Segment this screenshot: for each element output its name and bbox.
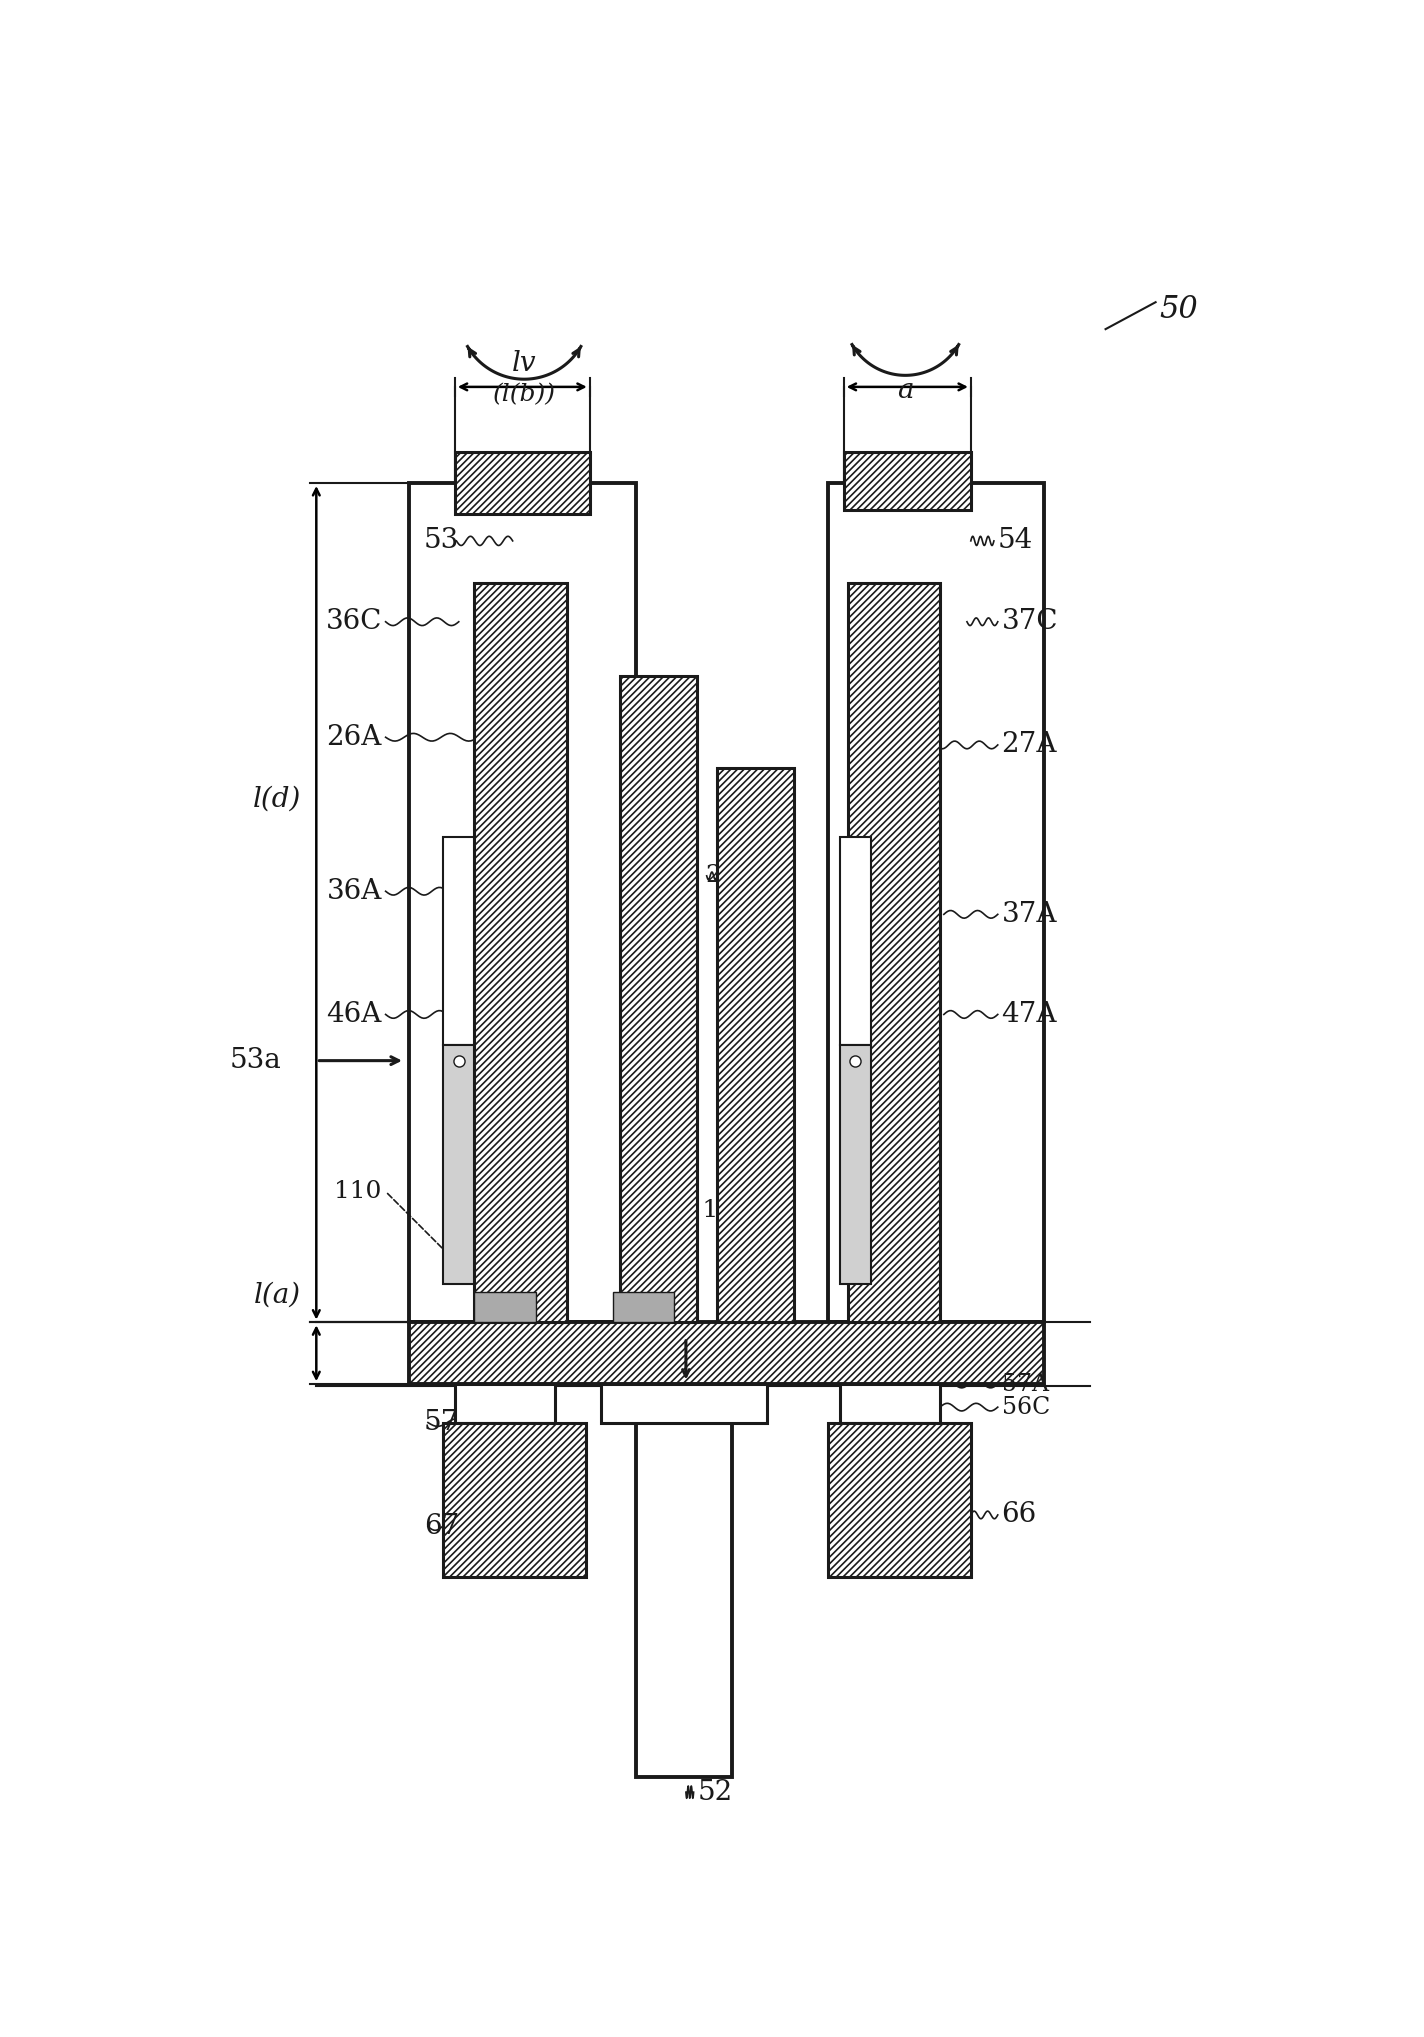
- Text: 66: 66: [1001, 1501, 1037, 1528]
- Text: l(a): l(a): [253, 1281, 300, 1310]
- Bar: [847, 583, 940, 1322]
- Text: 67: 67: [424, 1513, 460, 1540]
- Bar: [612, 1291, 675, 1322]
- Bar: [443, 1045, 474, 1283]
- Text: 53a: 53a: [229, 1047, 282, 1073]
- Text: 37C: 37C: [1001, 609, 1058, 636]
- Text: 54: 54: [998, 528, 1032, 554]
- Text: 111: 111: [671, 1200, 718, 1222]
- Bar: [454, 1383, 555, 1422]
- Text: 26A: 26A: [326, 723, 382, 752]
- Text: 27B: 27B: [705, 864, 755, 888]
- Text: 36A: 36A: [326, 878, 382, 904]
- Bar: [409, 1322, 1044, 1383]
- Text: 57: 57: [424, 1410, 460, 1436]
- Text: 27A: 27A: [1001, 731, 1057, 758]
- Text: 26B: 26B: [637, 764, 686, 786]
- Text: a: a: [897, 377, 914, 403]
- Text: 53: 53: [424, 528, 460, 554]
- Bar: [840, 1045, 870, 1283]
- Bar: [829, 1422, 971, 1577]
- Text: 46A: 46A: [326, 1000, 382, 1029]
- Bar: [621, 676, 698, 1322]
- Text: 50: 50: [1159, 295, 1198, 326]
- Bar: [474, 1291, 535, 1322]
- Bar: [443, 1422, 585, 1577]
- Bar: [637, 1422, 732, 1776]
- Bar: [844, 452, 971, 509]
- Bar: [716, 768, 793, 1322]
- Text: 52: 52: [698, 1778, 733, 1805]
- Bar: [454, 452, 590, 513]
- Bar: [840, 837, 870, 1045]
- Bar: [840, 1383, 940, 1422]
- Bar: [443, 837, 474, 1045]
- Text: 47A: 47A: [1001, 1000, 1057, 1029]
- Text: 57A: 57A: [1001, 1373, 1048, 1395]
- Text: lv: lv: [513, 350, 537, 377]
- Text: 110: 110: [335, 1179, 382, 1204]
- Text: 56C: 56C: [1001, 1395, 1049, 1418]
- Text: (l(b)): (l(b)): [493, 383, 555, 405]
- Bar: [409, 483, 637, 1322]
- Bar: [829, 483, 1044, 1322]
- Text: 36C: 36C: [326, 609, 382, 636]
- Text: l(c): l(c): [678, 1387, 719, 1412]
- Bar: [601, 1383, 766, 1422]
- Text: l(d): l(d): [252, 786, 300, 813]
- Bar: [474, 583, 567, 1322]
- Text: 37A: 37A: [1001, 900, 1057, 927]
